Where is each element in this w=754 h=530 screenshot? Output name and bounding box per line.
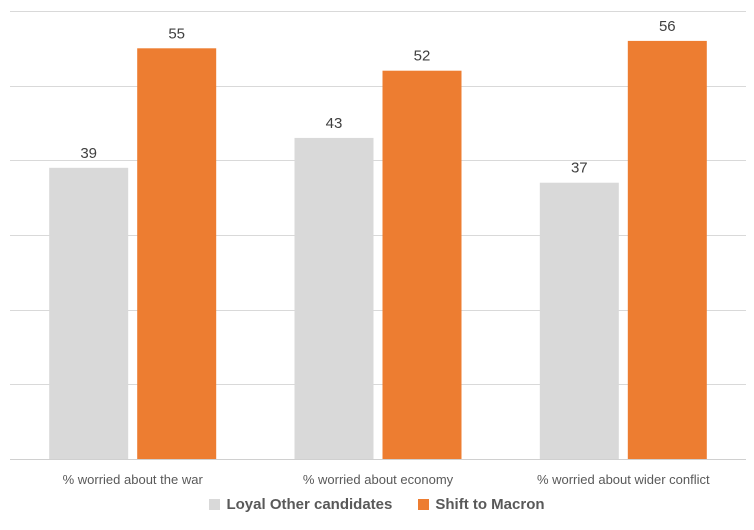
bar-shift-macron-1 bbox=[382, 70, 462, 459]
data-labels: 39 55 43 52 37 56 bbox=[80, 18, 675, 177]
legend-swatch-shift-macron bbox=[418, 499, 430, 510]
legend-item-shift-macron: Shift to Macron bbox=[418, 496, 545, 513]
x-tick-label-1: % worried about economy bbox=[303, 472, 454, 487]
x-axis-tick-labels: % worried about the war % worried about e… bbox=[63, 472, 710, 487]
data-label-shift-macron-1: 52 bbox=[414, 48, 431, 65]
bar-shift-macron-2 bbox=[627, 40, 707, 460]
legend: Loyal Other candidates Shift to Macron bbox=[0, 496, 754, 513]
bar-loyal-other-2 bbox=[539, 182, 619, 459]
x-tick-label-0: % worried about the war bbox=[63, 472, 204, 487]
legend-label-shift-macron: Shift to Macron bbox=[435, 496, 545, 513]
bar-shift-macron-0 bbox=[137, 48, 217, 460]
bar-loyal-other-0 bbox=[49, 167, 129, 460]
bar-loyal-other-1 bbox=[294, 137, 374, 459]
data-label-loyal-other-1: 43 bbox=[326, 115, 343, 132]
data-label-shift-macron-0: 55 bbox=[168, 25, 185, 42]
x-tick-label-2: % worried about wider conflict bbox=[537, 472, 710, 487]
data-label-shift-macron-2: 56 bbox=[659, 18, 676, 35]
legend-item-loyal-other: Loyal Other candidates bbox=[209, 496, 392, 513]
gridlines bbox=[10, 11, 746, 460]
data-label-loyal-other-2: 37 bbox=[571, 160, 588, 177]
legend-swatch-loyal-other bbox=[209, 499, 221, 510]
legend-label-loyal-other: Loyal Other candidates bbox=[226, 496, 393, 513]
data-label-loyal-other-0: 39 bbox=[80, 145, 97, 162]
bars bbox=[49, 40, 707, 460]
